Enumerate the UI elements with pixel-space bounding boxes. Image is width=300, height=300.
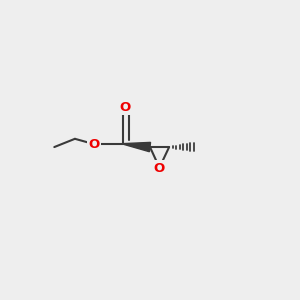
Text: O: O [88, 138, 100, 151]
Text: O: O [154, 162, 165, 175]
Text: O: O [119, 101, 130, 114]
Polygon shape [125, 142, 151, 152]
